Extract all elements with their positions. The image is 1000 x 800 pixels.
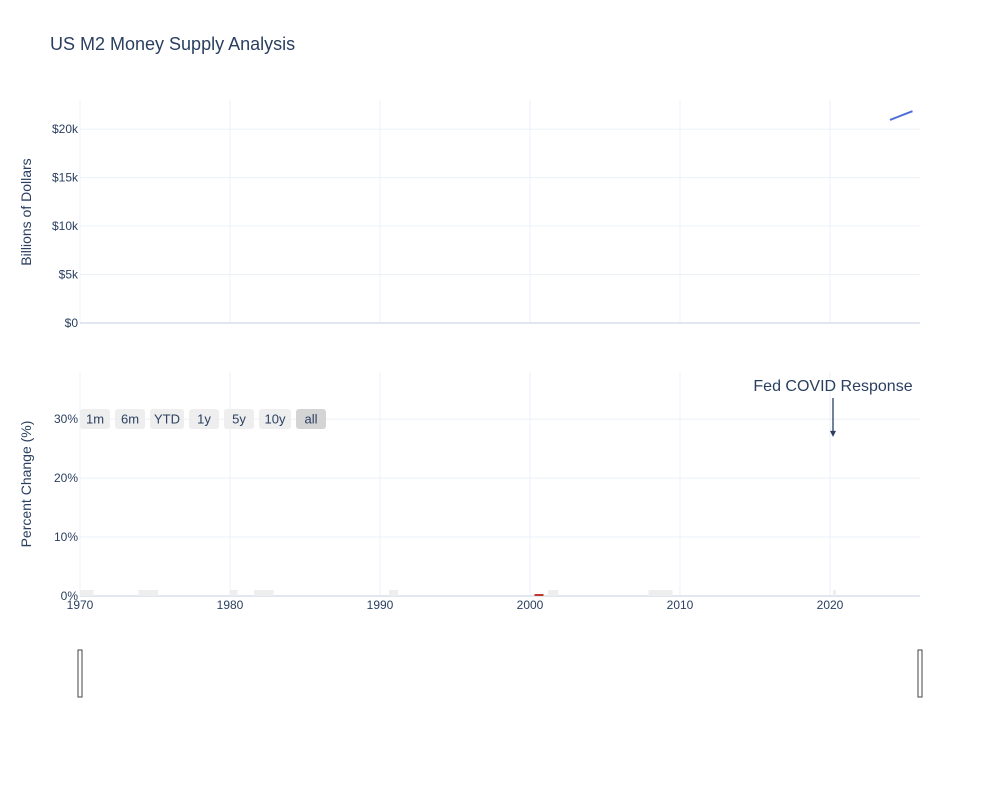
recession-band (230, 590, 238, 596)
range-button-label: YTD (154, 412, 180, 427)
top-y-tick-label: $20k (52, 122, 79, 136)
bottom-gridlines (79, 372, 920, 597)
range-button-label: 1m (86, 412, 104, 427)
range-button-label: 1y (197, 412, 211, 427)
top-y-axis-title: Billions of Dollars (18, 158, 34, 265)
bottom-y-tick-label: 20% (54, 471, 78, 485)
x-tick-label: 1970 (67, 598, 94, 612)
range-button-bg (259, 409, 291, 429)
top-y-tick-label: $10k (52, 219, 79, 233)
bottom-panel: 0% 10% 20% 30% 1970 1980 1990 2000 2010 2020 Per… (18, 372, 920, 612)
recession-band (833, 590, 836, 596)
recession-band (80, 590, 94, 596)
range-button-1m[interactable]: 1m (80, 409, 110, 429)
range-button-5y[interactable]: 5y (224, 409, 254, 429)
range-slider-left-handle[interactable] (77, 649, 83, 698)
bottom-y-tick-label: 30% (54, 412, 78, 426)
range-button-bg (115, 409, 145, 429)
x-tick-label: 2000 (517, 598, 544, 612)
range-button-label: 10y (265, 412, 286, 427)
range-button-bg (189, 409, 219, 429)
top-series (889, 110, 913, 121)
recession-band (548, 590, 559, 596)
covid-annotation: Fed COVID Response (753, 378, 913, 437)
range-button-bg (296, 409, 326, 429)
range-selector[interactable]: 1m 6m YTD 1y 5y 10y all (80, 409, 326, 429)
top-y-tick-label: $0 (65, 316, 79, 330)
m2-series-line (889, 110, 913, 121)
annotation-text: Fed COVID Response (753, 378, 912, 395)
range-button-bg (224, 409, 254, 429)
bottom-y-tick-label: 0% (61, 589, 79, 603)
recession-shading (80, 590, 836, 596)
range-slider-right-handle[interactable] (917, 649, 923, 698)
top-y-tick-label: $15k (52, 171, 79, 185)
bottom-y-tick-label: 10% (54, 530, 78, 544)
chart-title: US M2 Money Supply Analysis (50, 34, 295, 54)
recession-band (254, 590, 274, 596)
range-button-ytd[interactable]: YTD (150, 409, 184, 429)
range-button-bg (150, 409, 184, 429)
range-button-label: all (304, 412, 317, 427)
recession-band (389, 590, 398, 596)
x-tick-label: 1990 (367, 598, 394, 612)
highlight-bar (534, 594, 544, 596)
x-tick-labels: 1970 1980 1990 2000 2010 2020 (67, 598, 844, 612)
top-y-tick-labels: $0 $5k $10k $15k $20k (52, 122, 79, 330)
x-tick-label: 2010 (667, 598, 694, 612)
bottom-y-tick-labels: 0% 10% 20% 30% (54, 412, 78, 603)
range-button-bg (80, 409, 110, 429)
recession-band (138, 590, 158, 596)
range-slider[interactable] (77, 649, 923, 698)
range-button-6m[interactable]: 6m (115, 409, 145, 429)
range-button-1y[interactable]: 1y (189, 409, 219, 429)
top-y-tick-label: $5k (59, 268, 79, 282)
top-panel: $0 $5k $10k $15k $20k Billions of Dollars (18, 100, 920, 330)
range-button-label: 6m (121, 412, 139, 427)
top-gridlines (79, 100, 920, 324)
range-button-label: 5y (232, 412, 246, 427)
x-tick-label: 2020 (817, 598, 844, 612)
bottom-y-axis-title: Percent Change (%) (18, 421, 34, 548)
range-button-all[interactable]: all (296, 409, 326, 429)
range-button-10y[interactable]: 10y (259, 409, 291, 429)
recession-band (648, 590, 673, 596)
x-tick-label: 1980 (217, 598, 244, 612)
annotation-arrowhead (830, 430, 836, 437)
